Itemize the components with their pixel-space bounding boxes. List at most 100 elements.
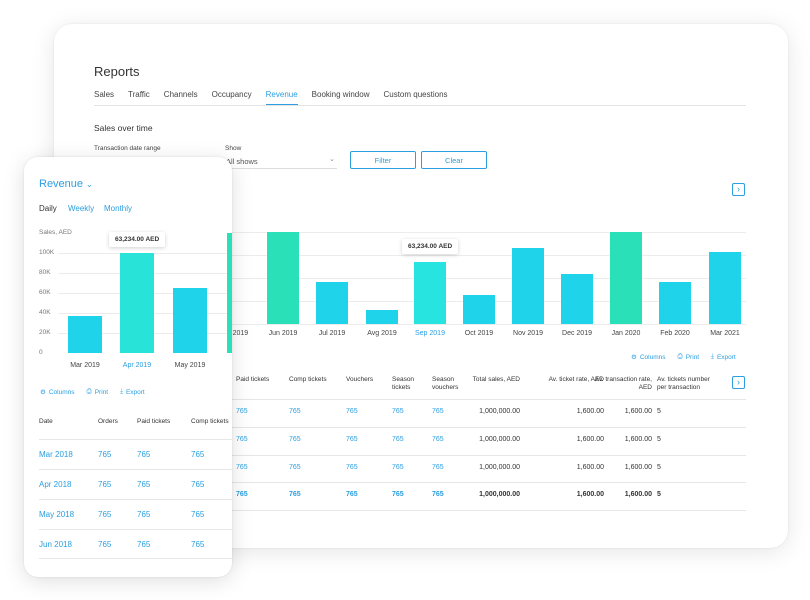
table-cell[interactable]: 765 [346,408,358,415]
export-button[interactable]: ⤓ Export [711,353,736,361]
export-button[interactable]: ⤓ Export [120,388,145,396]
mobile-report-selector[interactable]: Revenue ⌄ [39,178,93,190]
chart-bar[interactable] [709,252,741,324]
chart-tooltip: 63,234.00 AED [402,239,459,254]
table-cell: 1,000,000.00 [479,491,520,498]
column-header[interactable]: Season vouchers [432,376,459,391]
table-cell[interactable]: 765 [432,491,444,498]
table-cell[interactable]: 765 [346,491,358,498]
table-cell[interactable]: Mar 2018 [39,450,73,459]
chart-bar[interactable] [561,274,593,324]
table-cell[interactable]: 765 [98,480,112,489]
chart-next-button[interactable]: › [732,183,745,196]
chart-bar[interactable] [463,295,495,324]
table-cell[interactable]: Jun 2018 [39,540,72,549]
chart-bar[interactable] [610,232,642,324]
column-header[interactable]: Paid tickets [236,376,270,383]
table-cell[interactable]: 765 [392,464,404,471]
column-header[interactable]: Comp tickets [289,376,327,383]
show-select[interactable]: All shows ⌄ [225,154,337,169]
tab-booking-window[interactable]: Booking window [311,90,370,99]
table-cell[interactable]: 765 [236,491,248,498]
period-tab-monthly[interactable]: Monthly [104,204,133,213]
table-cell[interactable]: 765 [432,464,444,471]
download-icon: ⤓ [120,388,123,395]
table-cell[interactable]: 765 [289,464,301,471]
table-cell[interactable]: 765 [392,436,404,443]
print-button[interactable]: ⎙ Print [677,353,700,361]
table-cell[interactable]: 765 [236,408,248,415]
chart-bar[interactable] [512,248,544,324]
table-cell[interactable]: 765 [346,436,358,443]
table-next-button[interactable]: › [732,376,745,389]
table-cell[interactable]: 765 [392,408,404,415]
tab-channels[interactable]: Channels [163,90,198,99]
table-cell[interactable]: 765 [289,491,301,498]
table-cell[interactable]: 765 [236,464,248,471]
row-divider [232,427,746,428]
x-tick-label: Mar 2019 [70,362,100,369]
tab-sales[interactable]: Sales [94,90,115,99]
chart-bar[interactable] [414,262,446,324]
column-header[interactable]: Av. transaction rate, AED [594,376,652,391]
table-cell[interactable]: 765 [346,464,358,471]
chart-bar[interactable] [68,316,102,353]
table-cell[interactable]: 765 [191,480,205,489]
table-cell[interactable]: 765 [191,540,205,549]
table-cell[interactable]: 765 [98,450,112,459]
table-cell[interactable]: 765 [98,510,112,519]
period-tab-weekly[interactable]: Weekly [68,204,95,213]
gridline [204,278,746,279]
chart-bar[interactable] [267,232,299,324]
table-cell[interactable]: 765 [191,510,205,519]
column-header[interactable]: Paid tickets [137,418,171,425]
table-cell[interactable]: 765 [137,510,151,519]
table-actions: ⚙ Columns ⎙ Print ⤓ Export [631,353,736,361]
y-tick-label: 0 [39,349,43,356]
chart-bar[interactable] [366,310,398,324]
table-cell[interactable]: 765 [289,436,301,443]
table-cell[interactable]: 765 [432,408,444,415]
tab-traffic[interactable]: Traffic [128,90,150,99]
table-cell[interactable]: Apr 2018 [39,480,72,489]
column-header[interactable]: Av. tickets number per transaction [657,376,710,391]
table-cell[interactable]: 765 [98,540,112,549]
column-header[interactable]: Total sales, AED [472,376,520,383]
clear-button[interactable]: Clear [421,151,487,169]
table-cell[interactable]: May 2018 [39,510,75,519]
table-cell[interactable]: 765 [137,540,151,549]
period-tab-daily[interactable]: Daily [39,204,57,213]
table-cell[interactable]: 765 [432,436,444,443]
column-header[interactable]: Av. ticket rate, AED [548,376,604,383]
chart-bar[interactable] [227,233,232,353]
row-divider [39,439,232,440]
columns-button[interactable]: ⚙ Columns [40,388,75,397]
table-cell: 1,600.00 [576,464,604,471]
tab-custom-questions[interactable]: Custom questions [383,90,448,99]
tab-occupancy[interactable]: Occupancy [211,90,252,99]
column-header[interactable]: Date [39,418,53,425]
table-cell[interactable]: 765 [236,436,248,443]
table-cell[interactable]: 765 [289,408,301,415]
column-header[interactable]: Comp tickets [191,418,229,425]
table-cell[interactable]: 765 [137,450,151,459]
printer-icon: ⎙ [86,388,92,395]
table-cell[interactable]: 765 [137,480,151,489]
columns-button[interactable]: ⚙ Columns [631,353,666,362]
print-button[interactable]: ⎙ Print [86,388,109,396]
table-cell[interactable]: 765 [191,450,205,459]
chart-bar[interactable] [659,282,691,324]
x-tick-label: Dec 2019 [562,330,592,337]
chart-bar[interactable] [173,288,207,353]
table-cell[interactable]: 765 [392,491,404,498]
chart-bar[interactable] [316,282,348,324]
table-cell: 5 [657,408,661,415]
tab-revenue[interactable]: Revenue [265,90,298,105]
column-header[interactable]: Vouchers [346,376,374,383]
filter-button[interactable]: Filter [350,151,416,169]
chart-bar[interactable] [120,253,154,353]
y-tick-label: 60K [39,289,51,296]
column-header[interactable]: Season tickets [392,376,415,391]
column-header[interactable]: Orders [98,418,118,425]
table-cell: 1,000,000.00 [479,464,520,471]
